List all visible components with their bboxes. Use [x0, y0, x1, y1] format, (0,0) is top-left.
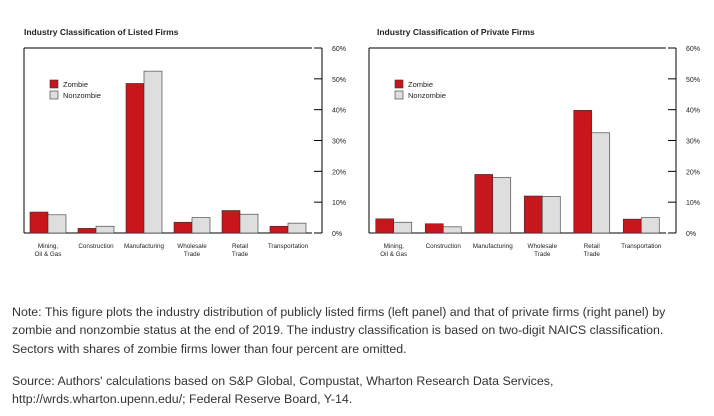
y-tick-label: 0% [686, 231, 696, 238]
x-category-label: Transportation [621, 243, 662, 250]
chart-title: Industry Classification of Private Firms [377, 27, 535, 37]
bar-zombie-4 [573, 109, 593, 234]
chart-panel-2: Industry Classification of Private Firms… [368, 27, 700, 258]
bar-nonzombie-4 [591, 132, 611, 234]
x-category-label-line: Mining, [384, 243, 405, 250]
y-tick-label: 60% [686, 46, 700, 53]
bar-nonzombie-5 [287, 222, 307, 234]
x-category-label-line: Manufacturing [473, 243, 513, 250]
bar-nonzombie-2 [143, 70, 163, 234]
y-tick-label: 0% [332, 231, 342, 238]
bar-zombie-2 [125, 83, 145, 234]
bar-zombie-2 [474, 174, 494, 234]
x-category-label: Retail Trade [232, 243, 249, 258]
x-category-label-line: Mining, [38, 243, 59, 250]
x-category-label: Mining, Oil & Gas [380, 243, 407, 258]
legend-label-zombie: Zombie [63, 80, 88, 89]
x-category-label-line: Manufacturing [124, 243, 164, 250]
bar-nonzombie-3 [541, 196, 561, 234]
y-tick-label: 30% [332, 139, 346, 146]
bar-zombie-1 [424, 223, 444, 234]
x-category-label-line: Retail [232, 243, 248, 250]
x-category-label: Construction [426, 243, 462, 250]
y-tick-label: 20% [332, 169, 346, 176]
y-tick-label: 40% [332, 108, 346, 115]
y-tick-label: 50% [686, 77, 700, 84]
x-category-label-line: Oil & Gas [380, 251, 407, 258]
y-tick-label: 20% [686, 169, 700, 176]
x-category-label-line: Construction [78, 243, 114, 250]
bar-nonzombie-4 [239, 213, 259, 234]
x-category-label-line: Retail [584, 243, 600, 250]
legend-swatch-nonzombie [394, 90, 404, 100]
figure-source: Source: Authors' calculations based on S… [12, 374, 554, 407]
x-category-label-line: Construction [426, 243, 462, 250]
x-category-label: Wholesale Trade [177, 243, 207, 258]
x-category-label: Construction [78, 243, 114, 250]
x-category-label-line: Trade [232, 251, 249, 258]
bar-zombie-0 [375, 218, 395, 234]
x-category-label-line: Trade [534, 251, 551, 258]
bar-zombie-5 [622, 218, 642, 234]
legend-label-nonzombie: Nonzombie [63, 91, 101, 100]
bar-zombie-0 [29, 211, 49, 234]
bar-zombie-3 [523, 195, 543, 234]
x-category-label-line: Trade [184, 251, 201, 258]
x-category-label: Mining, Oil & Gas [35, 243, 62, 258]
y-tick-label: 40% [686, 108, 700, 115]
x-category-label: Wholesale Trade [528, 243, 558, 258]
x-category-label-line: Transportation [268, 243, 309, 250]
charts-area: Industry Classification of Listed Firms 0… [23, 27, 700, 258]
y-tick-label: 10% [332, 200, 346, 207]
legend-swatch-zombie [394, 79, 404, 89]
x-category-label-line: Trade [584, 251, 601, 258]
bar-zombie-5 [269, 225, 289, 234]
x-category-label-line: Transportation [621, 243, 662, 250]
bar-nonzombie-3 [191, 217, 211, 234]
y-tick-label: 10% [686, 200, 700, 207]
legend-label-nonzombie: Nonzombie [408, 91, 446, 100]
chart-title: Industry Classification of Listed Firms [24, 27, 179, 37]
bar-nonzombie-0 [393, 221, 413, 234]
legend-label-zombie: Zombie [408, 80, 433, 89]
bar-nonzombie-1 [95, 225, 115, 234]
bar-nonzombie-0 [47, 214, 67, 234]
x-category-label: Retail Trade [584, 243, 601, 258]
x-category-label: Manufacturing [473, 243, 513, 250]
y-tick-label: 60% [332, 46, 346, 53]
bar-nonzombie-5 [640, 217, 660, 234]
chart-panel-1: Industry Classification of Listed Firms 0… [23, 27, 346, 258]
x-category-label: Manufacturing [124, 243, 164, 250]
bar-zombie-3 [173, 221, 193, 234]
x-category-label-line: Oil & Gas [35, 251, 62, 258]
bar-zombie-4 [221, 210, 241, 234]
y-tick-label: 50% [332, 77, 346, 84]
y-tick-label: 30% [686, 139, 700, 146]
bar-zombie-1 [77, 228, 97, 234]
x-category-label-line: Wholesale [177, 243, 207, 250]
legend-swatch-zombie [49, 79, 59, 89]
figure-note: Note: This figure plots the industry dis… [12, 305, 666, 356]
x-category-label-line: Wholesale [528, 243, 558, 250]
x-category-label: Transportation [268, 243, 309, 250]
bar-nonzombie-2 [492, 177, 512, 234]
bar-nonzombie-1 [442, 226, 462, 234]
legend-swatch-nonzombie [49, 90, 59, 100]
